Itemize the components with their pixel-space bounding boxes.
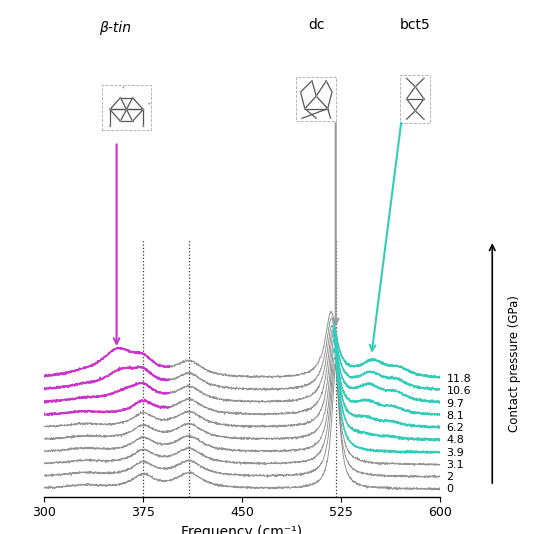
Circle shape	[424, 78, 425, 79]
Text: 3.9: 3.9	[447, 447, 464, 458]
Text: 8.1: 8.1	[447, 411, 464, 421]
Text: 6.2: 6.2	[447, 423, 464, 433]
Circle shape	[406, 78, 407, 79]
Circle shape	[123, 87, 124, 88]
Circle shape	[120, 121, 121, 122]
Text: 10.6: 10.6	[447, 387, 471, 396]
Circle shape	[406, 98, 407, 99]
Circle shape	[316, 118, 317, 119]
Text: 9.7: 9.7	[447, 398, 464, 409]
X-axis label: Frequency (cm⁻¹): Frequency (cm⁻¹)	[182, 525, 302, 534]
Circle shape	[311, 80, 312, 81]
Text: 2: 2	[447, 472, 454, 482]
Circle shape	[132, 97, 133, 98]
Circle shape	[142, 109, 144, 110]
Circle shape	[406, 119, 407, 120]
Circle shape	[316, 96, 317, 97]
Circle shape	[109, 109, 111, 110]
Text: bct5: bct5	[400, 18, 431, 32]
Circle shape	[424, 98, 425, 99]
Text: Contact pressure (GPa): Contact pressure (GPa)	[508, 295, 521, 431]
Text: dc: dc	[308, 18, 324, 32]
Circle shape	[300, 91, 301, 92]
Circle shape	[120, 97, 121, 98]
Circle shape	[424, 119, 425, 120]
Circle shape	[109, 125, 111, 126]
Circle shape	[327, 108, 328, 109]
Circle shape	[332, 91, 333, 92]
Text: 4.8: 4.8	[447, 435, 464, 445]
Circle shape	[148, 103, 150, 104]
Text: 11.8: 11.8	[447, 374, 471, 384]
Text: 0: 0	[447, 484, 454, 494]
Circle shape	[326, 80, 327, 81]
Circle shape	[126, 109, 127, 110]
Circle shape	[132, 121, 133, 122]
Circle shape	[304, 108, 305, 109]
Circle shape	[301, 118, 303, 119]
Circle shape	[330, 118, 331, 119]
Text: β-tin: β-tin	[100, 21, 131, 35]
Circle shape	[142, 125, 144, 126]
Text: 3.1: 3.1	[447, 460, 464, 470]
